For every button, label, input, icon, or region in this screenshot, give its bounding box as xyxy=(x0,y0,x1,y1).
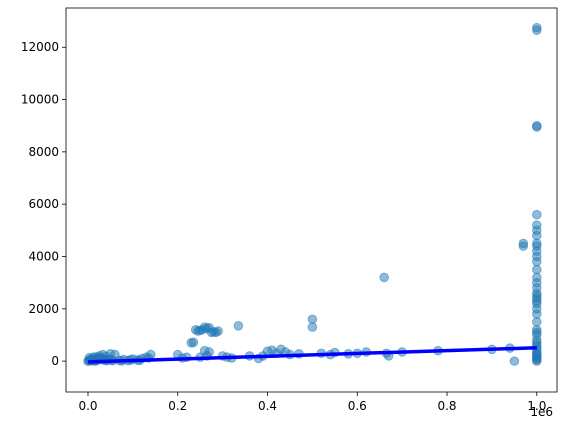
x-tick-label: 1.0 xyxy=(527,399,546,413)
point xyxy=(188,337,199,348)
point xyxy=(532,338,542,348)
point xyxy=(509,356,520,366)
regression-line xyxy=(87,346,537,364)
y-tick-label: 10000 xyxy=(21,93,59,107)
point xyxy=(233,321,244,331)
x-tick-label: 0.0 xyxy=(78,399,97,413)
x-tick-label: 0.6 xyxy=(348,399,367,413)
point xyxy=(532,120,542,131)
point xyxy=(532,272,542,283)
y-tick-label: 8000 xyxy=(28,145,59,159)
point xyxy=(532,296,542,306)
point xyxy=(213,326,223,336)
point xyxy=(532,264,542,275)
point xyxy=(532,22,542,33)
plot-frame xyxy=(65,7,558,393)
point xyxy=(532,220,542,230)
scatter-points xyxy=(83,22,542,366)
point xyxy=(307,314,318,325)
x-tick-label: 0.4 xyxy=(258,399,277,413)
x-offset-label: 1e6 xyxy=(530,405,553,419)
y-tick-label: 4000 xyxy=(28,250,59,264)
point xyxy=(532,352,542,363)
x-tick-label: 0.8 xyxy=(437,399,456,413)
point xyxy=(532,238,542,249)
point xyxy=(532,327,542,338)
y-tick-label: 0 xyxy=(51,354,59,368)
point xyxy=(532,317,542,327)
y-tick-label: 6000 xyxy=(28,197,59,211)
point xyxy=(379,272,390,283)
y-tick-label: 12000 xyxy=(21,40,59,54)
y-tick-label: 2000 xyxy=(28,302,59,316)
point xyxy=(190,324,201,335)
point xyxy=(518,238,529,249)
point xyxy=(532,209,542,220)
x-tick-label: 0.2 xyxy=(168,399,187,413)
point xyxy=(307,322,318,332)
